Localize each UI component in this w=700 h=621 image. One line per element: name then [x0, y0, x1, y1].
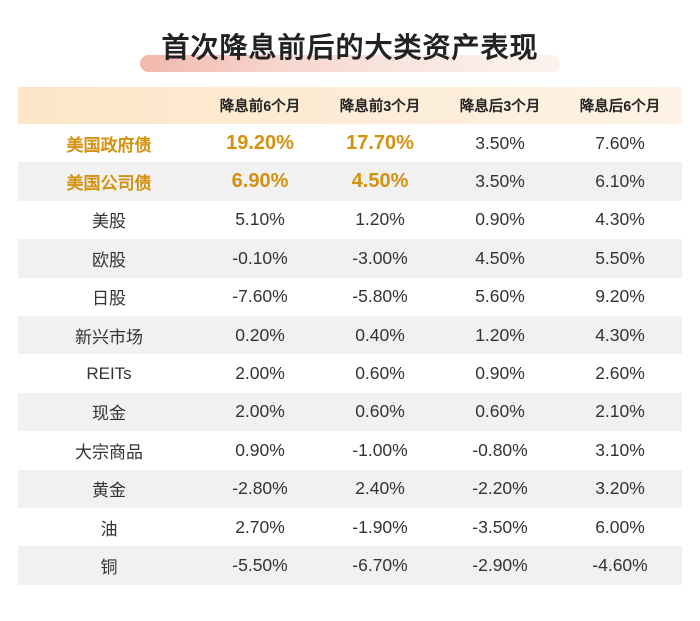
table-cell: -3.00% — [352, 247, 408, 268]
row-label: 美股 — [92, 212, 126, 232]
table-cell: -1.90% — [352, 516, 408, 537]
table-cell: -2.20% — [472, 478, 528, 499]
header-cell-3m-before: 降息前3个月 — [339, 99, 421, 115]
table-cell: -0.80% — [472, 439, 528, 460]
table-row: 日股 -7.60% -5.80% 5.60% 9.20% — [18, 277, 682, 316]
row-label: 黄金 — [92, 481, 126, 501]
table-cell: 2.60% — [595, 363, 645, 384]
table-row: 黄金 -2.80% 2.40% -2.20% 3.20% — [18, 469, 682, 508]
table-cell: 0.90% — [475, 363, 525, 384]
table-row: 铜 -5.50% -6.70% -2.90% -4.60% — [18, 546, 682, 585]
table-cell: -5.80% — [352, 286, 408, 307]
table-cell: -2.80% — [232, 478, 288, 499]
table-cell: -4.60% — [592, 554, 648, 575]
table-cell: 0.40% — [355, 324, 405, 345]
row-label: 欧股 — [92, 250, 126, 270]
table-cell: 0.60% — [355, 401, 405, 422]
table-cell: 5.10% — [235, 209, 285, 230]
row-label: 新兴市场 — [75, 327, 143, 347]
table-cell: 5.50% — [595, 247, 645, 268]
table-row: 油 2.70% -1.90% -3.50% 6.00% — [18, 507, 682, 547]
table-cell: 19.20% — [226, 131, 294, 154]
table-cell: -5.50% — [232, 554, 288, 575]
table-cell: 6.00% — [595, 516, 645, 537]
row-label: 油 — [100, 519, 118, 539]
header-cell-3m-after: 降息后3个月 — [459, 99, 541, 115]
table-cell: 2.70% — [235, 516, 285, 537]
table-cell: -6.70% — [352, 554, 408, 575]
table-row: 新兴市场 0.20% 0.40% 1.20% 4.30% — [18, 315, 682, 355]
row-label: 美国公司债 — [66, 174, 152, 194]
table-cell: 4.30% — [595, 324, 645, 345]
table-cell: 4.50% — [475, 247, 525, 268]
table-cell: 3.50% — [475, 132, 525, 153]
table-cell: 3.20% — [595, 478, 645, 499]
table-cell: 1.20% — [475, 324, 525, 345]
table-cell: 3.50% — [475, 171, 525, 192]
table-cell: 5.60% — [475, 286, 525, 307]
table-cell: 7.60% — [595, 132, 645, 153]
asset-performance-table: 降息前6个月 降息前3个月 降息后3个月 降息后6个月 美国政府债 19.20%… — [18, 87, 682, 585]
table-cell: 1.20% — [355, 209, 405, 230]
table-row: 大宗商品 0.90% -1.00% -0.80% 3.10% — [18, 431, 682, 470]
table-cell: 2.40% — [355, 478, 405, 499]
table-row: 美国公司债 6.90% 4.50% 3.50% 6.10% — [18, 162, 682, 201]
table-cell: 17.70% — [346, 131, 414, 154]
table-cell: 0.90% — [235, 439, 285, 460]
table-cell: -0.10% — [232, 247, 288, 268]
row-label: REITs — [86, 363, 132, 383]
table-cell: 6.90% — [231, 170, 289, 193]
table-row: REITs 2.00% 0.60% 0.90% 2.60% — [18, 354, 682, 393]
table-header-row: 降息前6个月 降息前3个月 降息后3个月 降息后6个月 — [18, 87, 682, 124]
table-cell: 0.90% — [475, 209, 525, 230]
row-label: 大宗商品 — [75, 442, 143, 462]
table-cell: 2.00% — [235, 401, 285, 422]
table-cell: 2.00% — [235, 363, 285, 384]
table-cell: 2.10% — [595, 401, 645, 422]
header-cell-6m-after: 降息后6个月 — [579, 99, 661, 115]
table-row: 现金 2.00% 0.60% 0.60% 2.10% — [18, 392, 682, 432]
title-area: 首次降息前后的大类资产表现 — [0, 22, 700, 82]
table-cell: -7.60% — [232, 286, 288, 307]
table-row: 美股 5.10% 1.20% 0.90% 4.30% — [18, 200, 682, 240]
row-label: 铜 — [100, 557, 118, 577]
table-cell: -1.00% — [352, 439, 408, 460]
table-cell: 0.20% — [235, 324, 285, 345]
row-label: 美国政府债 — [66, 135, 152, 155]
row-label: 日股 — [92, 289, 126, 309]
table-row: 欧股 -0.10% -3.00% 4.50% 5.50% — [18, 239, 682, 278]
chart-title: 首次降息前后的大类资产表现 — [161, 31, 539, 64]
header-cell-6m-before: 降息前6个月 — [219, 99, 301, 115]
table-cell: 9.20% — [595, 286, 645, 307]
table-cell: 4.30% — [595, 209, 645, 230]
table-cell: 0.60% — [475, 401, 525, 422]
table-cell: 4.50% — [351, 170, 409, 193]
table-cell: 3.10% — [595, 439, 645, 460]
table-cell: 6.10% — [595, 171, 645, 192]
row-label: 现金 — [92, 404, 126, 424]
table-cell: -3.50% — [472, 516, 528, 537]
title-underline — [140, 55, 560, 72]
table-cell: -2.90% — [472, 554, 528, 575]
table-row: 美国政府债 19.20% 17.70% 3.50% 7.60% — [18, 124, 682, 163]
table-cell: 0.60% — [355, 363, 405, 384]
